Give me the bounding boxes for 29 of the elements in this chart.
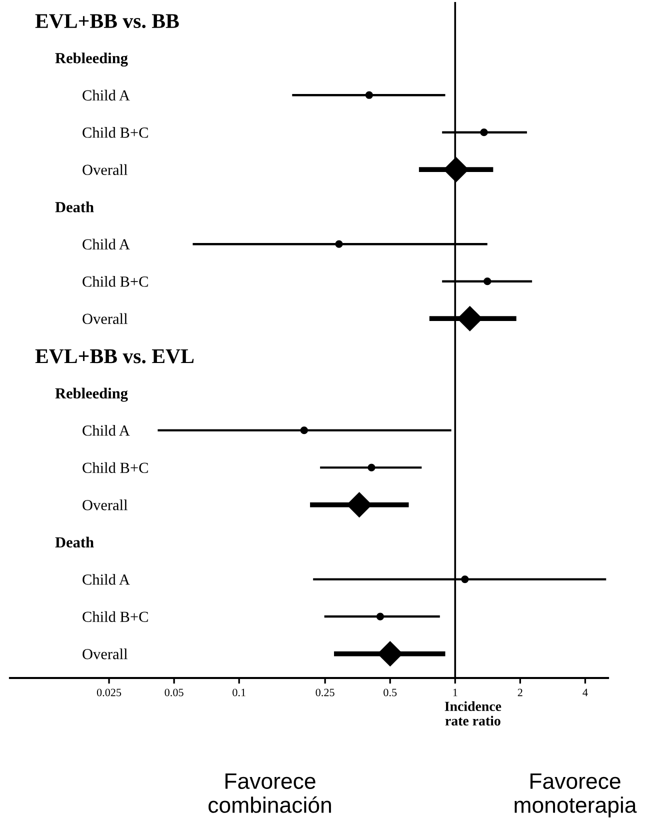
- y-tick-label: Child A: [82, 574, 130, 585]
- y-tick-label: Child B+C: [82, 276, 148, 287]
- y-tick-label: Child B+C: [82, 462, 148, 474]
- y-tick-label: Rebleeding: [55, 52, 128, 67]
- y-tick-label: Overall: [82, 164, 128, 176]
- y-tick-label: Child B+C: [82, 611, 148, 622]
- y-tick-label: Child A: [82, 425, 130, 436]
- y-tick-label: Child A: [82, 238, 130, 250]
- y-tick-label: Rebleeding: [55, 388, 128, 402]
- y-tick-label: EVL+BB vs. BB: [35, 14, 179, 28]
- text: Favorece combinación: [208, 773, 331, 813]
- x-tick-label: 2: [518, 688, 522, 696]
- x-axis-title: Incidence rate ratio: [444, 701, 502, 726]
- x-tick-label: 0.5: [384, 688, 397, 696]
- x-tick-label: 0.1: [232, 688, 246, 696]
- y-tick-label: Overall: [82, 313, 128, 324]
- x-tick-label: 0.25: [316, 688, 334, 696]
- y-tick-label: EVL+BB vs. EVL: [35, 349, 194, 364]
- y-tick-label: Death: [55, 202, 94, 212]
- x-tick-label: 1: [453, 688, 458, 696]
- text: Favorece monoterapia: [514, 773, 637, 818]
- y-tick-label: Death: [55, 536, 94, 548]
- y-tick-label: Child A: [82, 90, 130, 101]
- x-tick-label: 4: [582, 688, 588, 696]
- y-tick-label: Overall: [82, 648, 128, 660]
- y-tick-label: Child B+C: [82, 127, 148, 138]
- x-tick-label: 0.05: [164, 688, 184, 696]
- x-tick-label: 0.025: [96, 688, 122, 696]
- y-tick-label: Overall: [82, 500, 128, 510]
